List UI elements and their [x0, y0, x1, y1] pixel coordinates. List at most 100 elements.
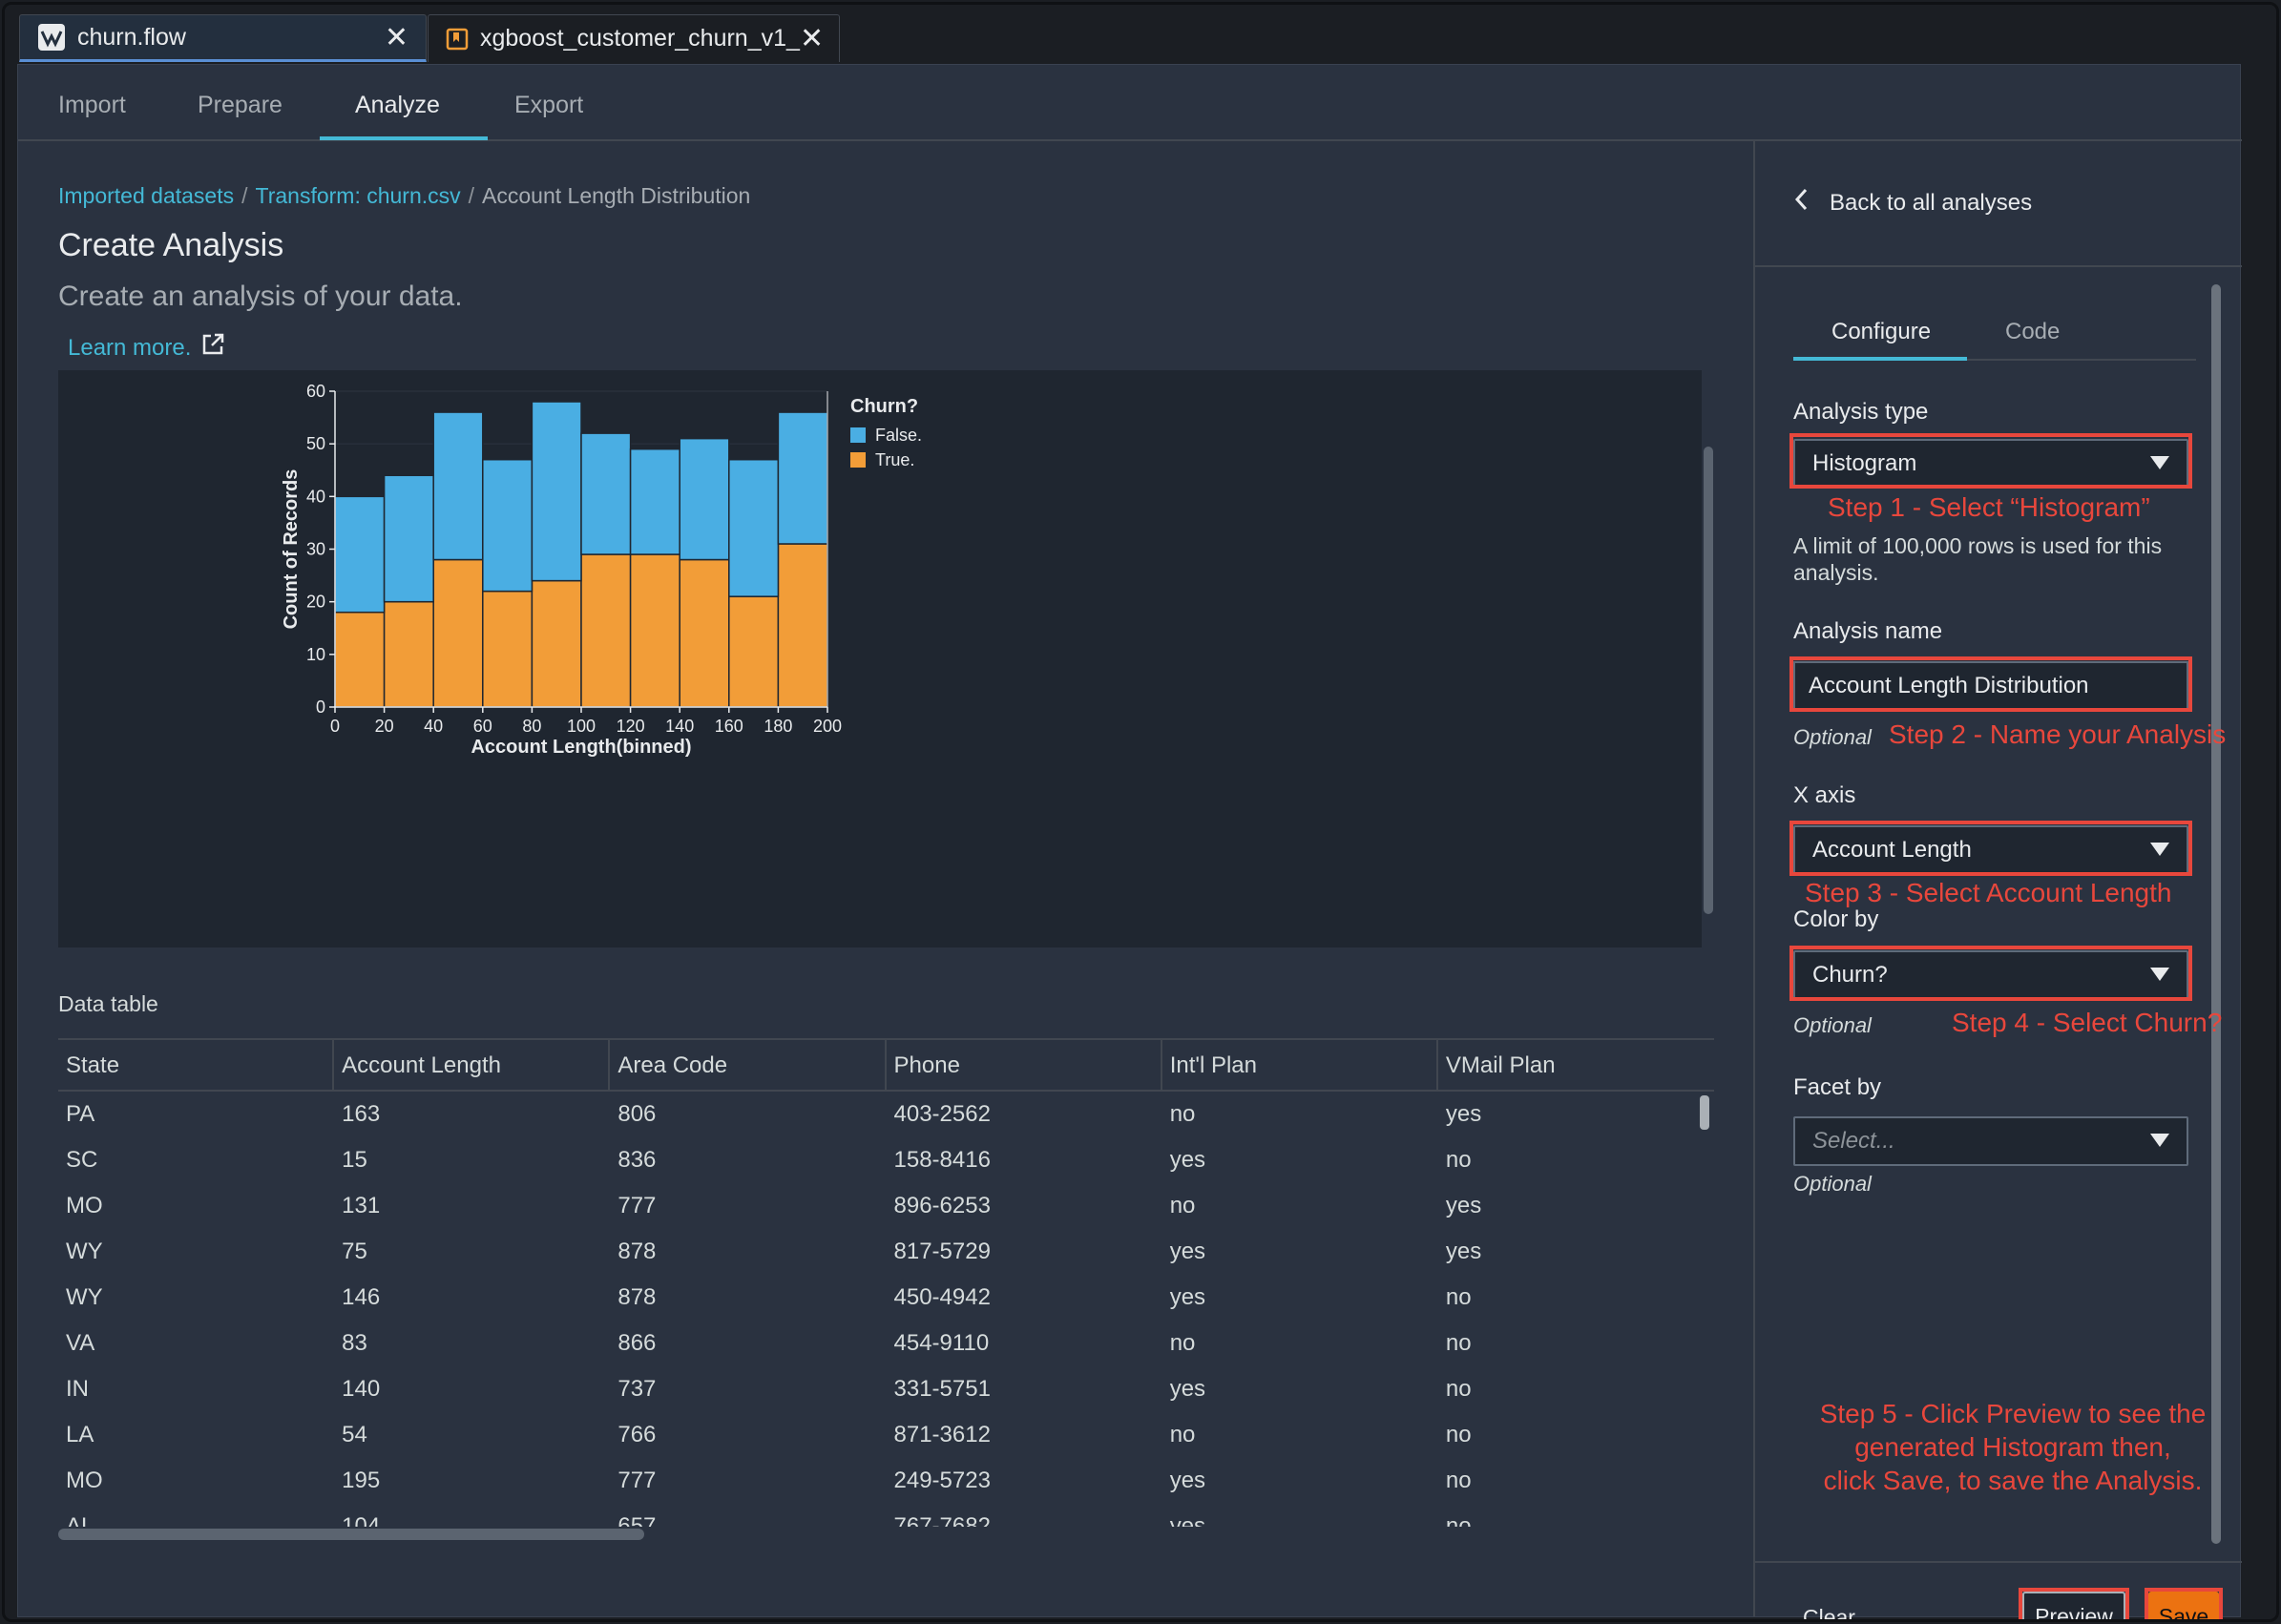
y-tick-label: 20: [306, 593, 325, 612]
table-vertical-scrollbar[interactable]: [1700, 1095, 1709, 1130]
table-cell: MO: [66, 1193, 103, 1218]
learn-more-link[interactable]: Learn more.: [68, 332, 225, 364]
annotation-step5-line: click Save, to save the Analysis.: [1823, 1466, 2203, 1495]
chevron-left-icon: [1793, 187, 1809, 219]
facet-by-select[interactable]: Select...: [1793, 1116, 2188, 1166]
table-cell: 158-8416: [893, 1147, 991, 1173]
table-cell: no: [1445, 1513, 1472, 1527]
bar-segment: [629, 448, 680, 555]
row-limit-note: A limit of 100,000 rows is used for this…: [1793, 533, 2163, 585]
table-cell: 766: [617, 1422, 657, 1447]
table-cell: 331-5751: [893, 1376, 991, 1402]
breadcrumb-separator: /: [241, 183, 248, 208]
facet-by-label: Facet by: [1793, 1074, 1882, 1100]
annotation-step1: Step 1 - Select “Histogram”: [1828, 492, 2150, 522]
table-cell: 131: [342, 1193, 381, 1218]
analysis-type-select[interactable]: Histogram: [1793, 439, 2188, 489]
table-cell: 806: [617, 1101, 657, 1127]
x-tick-label: 0: [330, 717, 340, 736]
x-tick-label: 60: [473, 717, 492, 736]
x-tick-label: 40: [424, 717, 443, 736]
back-to-analyses-link[interactable]: Back to all analyses: [1793, 187, 2032, 219]
column-header[interactable]: Area Code: [610, 1040, 887, 1092]
tab-churn-flow[interactable]: churn.flow ✕: [19, 14, 427, 62]
close-icon[interactable]: ✕: [384, 21, 408, 53]
column-header[interactable]: Phone: [887, 1040, 1162, 1092]
breadcrumb-imported-datasets[interactable]: Imported datasets: [58, 183, 235, 208]
table-body: PA 163 806 403-2562 no yes SC 15 836 158-8416 yes n…: [58, 1092, 1714, 1527]
close-icon[interactable]: ✕: [799, 23, 825, 54]
table-cell: 75: [342, 1239, 367, 1264]
legend-title: Churn?: [850, 396, 918, 417]
side-scrollbar[interactable]: [2211, 284, 2221, 1544]
nav-export[interactable]: Export: [514, 92, 584, 118]
analysis-name-label: Analysis name: [1793, 618, 1943, 644]
column-header[interactable]: State: [58, 1040, 335, 1092]
x-tick-label: 160: [715, 717, 743, 736]
table-horizontal-scrollbar[interactable]: [58, 1529, 644, 1540]
table-cell: no: [1445, 1422, 1472, 1447]
table-header: State Account Length Area Code Phone Int'l P…: [58, 1038, 1714, 1092]
table-cell: yes: [1169, 1239, 1206, 1264]
table-cell: 140: [342, 1376, 381, 1402]
table-row: IN 140 737 331-5751 yes no: [58, 1366, 1714, 1412]
save-button[interactable]: Save: [2148, 1592, 2219, 1619]
table-cell: 896-6253: [893, 1193, 991, 1218]
table-cell: yes: [1169, 1284, 1206, 1310]
breadcrumb-current: Account Length Distribution: [482, 183, 751, 208]
tab-configure[interactable]: Configure: [1831, 319, 1932, 344]
bar-segment: [482, 590, 534, 708]
table-cell: yes: [1445, 1239, 1482, 1264]
annotation-step5-line: generated Histogram then,: [1854, 1432, 2171, 1462]
color-by-hint: Optional: [1793, 1013, 1872, 1037]
table-cell: 195: [342, 1468, 381, 1493]
histogram-chart: 0 10 20 30 40 50 60 0 20 40 60 80 100 120 140 160 180 200…: [281, 382, 922, 758]
nav-import[interactable]: Import: [58, 92, 126, 118]
color-by-label: Color by: [1793, 906, 1879, 932]
page-title: Create Analysis: [58, 227, 284, 263]
column-header[interactable]: Account Length: [334, 1040, 611, 1092]
facet-by-hint: Optional: [1793, 1172, 1872, 1196]
analysis-config-panel: Back to all analyses Configure Code Anal…: [1753, 141, 2242, 1619]
side-divider: [1755, 265, 2242, 267]
clear-button[interactable]: Clear: [1803, 1605, 1855, 1622]
y-tick-label: 0: [316, 697, 325, 717]
bar-segment: [728, 458, 780, 597]
table-row: VA 83 866 454-9110 no no: [58, 1321, 1714, 1366]
facet-by-placeholder: Select...: [1812, 1128, 1895, 1154]
column-header[interactable]: Int'l Plan: [1162, 1040, 1438, 1092]
table-row: WY 75 878 817-5729 yes yes: [58, 1229, 1714, 1275]
column-header[interactable]: VMail Plan: [1445, 1052, 1556, 1078]
color-by-select[interactable]: Churn?: [1793, 950, 2188, 1000]
table-row: WY 146 878 450-4942 yes no: [58, 1275, 1714, 1321]
legend-swatch: [850, 427, 866, 443]
table-cell: 163: [342, 1101, 381, 1127]
nav-analyze[interactable]: Analyze: [355, 92, 440, 118]
breadcrumb-transform[interactable]: Transform: churn.csv: [255, 183, 461, 208]
analysis-name-input[interactable]: [1793, 661, 2188, 711]
chart-panel: 0 10 20 30 40 50 60 0 20 40 60 80 100 120 140 160 180 200…: [58, 370, 1702, 947]
table-cell: 54: [342, 1422, 367, 1447]
preview-button[interactable]: Preview: [2022, 1592, 2125, 1619]
table-row: PA 163 806 403-2562 no yes: [58, 1092, 1714, 1137]
table-cell: IN: [66, 1376, 89, 1402]
chart-scrollbar[interactable]: [1704, 447, 1713, 914]
table-cell: yes: [1169, 1376, 1206, 1402]
table-cell: 450-4942: [893, 1284, 991, 1310]
table-cell: no: [1169, 1193, 1196, 1218]
bar-segment: [580, 432, 632, 555]
table-cell: no: [1169, 1422, 1196, 1447]
annotation-step2: Step 2 - Name your Analysis: [1889, 719, 2227, 749]
table-cell: 104: [342, 1513, 381, 1527]
nav-prepare[interactable]: Prepare: [198, 92, 283, 118]
back-label: Back to all analyses: [1830, 189, 2033, 216]
x-axis-select[interactable]: Account Length: [1793, 825, 2188, 875]
tab-code[interactable]: Code: [2005, 319, 2061, 344]
annotation-step5: Step 5 - Click Preview to see the genera…: [1812, 1397, 2213, 1497]
analysis-name-hint: Optional: [1793, 725, 1872, 749]
table-cell: yes: [1169, 1513, 1206, 1527]
tab-notebook[interactable]: xgboost_customer_churn_v1_ ✕: [428, 14, 840, 62]
breadcrumb: Imported datasets / Transform: churn.csv / A…: [58, 183, 750, 209]
table-cell: 878: [617, 1284, 657, 1310]
table-cell: no: [1169, 1330, 1196, 1356]
